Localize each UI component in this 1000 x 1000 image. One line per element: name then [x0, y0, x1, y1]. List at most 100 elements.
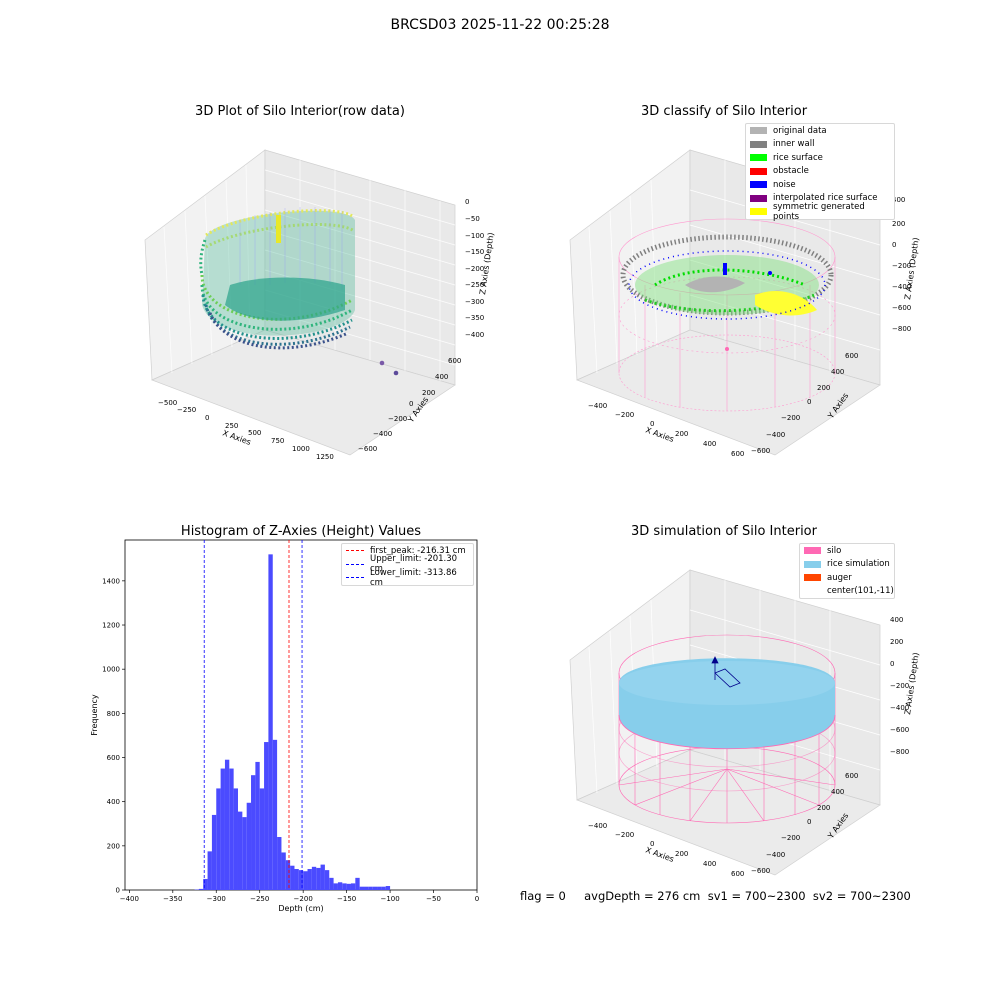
classify-ytick: 0 — [807, 398, 811, 406]
legend-label: Upper_limit: -201.30 cm — [370, 554, 458, 575]
histogram-bar — [342, 883, 347, 890]
legend-swatch — [750, 154, 767, 162]
histogram-bar — [316, 867, 321, 890]
histogram-bar — [368, 886, 373, 890]
legend-item: noise — [746, 178, 894, 192]
classify-legend: original data inner wall rice surface ob… — [745, 123, 895, 222]
simulation-ztick: 400 — [890, 616, 903, 624]
y-tick-label: 1000 — [102, 666, 120, 674]
histogram-frame — [124, 539, 478, 891]
classify-ztick: −400 — [892, 283, 911, 291]
simulation-xlabel: X Axies — [644, 845, 675, 864]
classify-ytick: −600 — [751, 447, 770, 455]
raw-ytick: 0 — [409, 400, 413, 408]
simulation-ytick: −400 — [766, 851, 785, 859]
classify-ztick: 400 — [892, 196, 905, 204]
histogram-ylabel: Frequency — [90, 694, 99, 736]
legend-item: inner wall — [746, 138, 894, 152]
x-tick-label: −250 — [250, 895, 269, 903]
histogram-bar — [307, 869, 312, 890]
simulation-xtick: 400 — [703, 860, 716, 868]
histogram-bar — [324, 870, 330, 890]
histogram-xlabel: Depth (cm) — [278, 904, 323, 913]
legend-swatch — [750, 194, 767, 202]
y-tick-label: 600 — [107, 754, 120, 762]
histogram-bar — [251, 775, 256, 890]
histogram-bar — [255, 761, 260, 890]
raw-xtick: 0 — [205, 414, 209, 422]
histogram-bar — [259, 788, 265, 890]
simulation-ytick: −200 — [781, 834, 800, 842]
histogram-bar — [303, 871, 308, 890]
legend-swatch — [750, 167, 767, 175]
classify-ytick: 400 — [831, 368, 844, 376]
classify-xlabel: X Axies — [644, 425, 675, 444]
histogram-bar — [359, 886, 365, 890]
classify-xtick: 200 — [675, 430, 688, 438]
simulation-xtick: 0 — [650, 840, 654, 848]
classify-ztick: −200 — [892, 262, 911, 270]
classify-xtick: 600 — [731, 450, 744, 458]
legend-item: rice surface — [746, 151, 894, 165]
raw-ytick: −600 — [358, 445, 377, 453]
legend-swatch — [750, 208, 767, 216]
y-tick-label: 400 — [107, 798, 120, 806]
status-footer: flag = 0 avgDepth = 276 cm sv1 = 700~230… — [520, 889, 911, 903]
histogram-chart: −400 −350 −300 −250 −200 −150 −100 −50 0 0 200 400… — [90, 539, 479, 913]
raw-ytick: −200 — [388, 415, 407, 423]
simulation-xtick: 200 — [675, 850, 688, 858]
legend-item: symmetric generated points — [746, 202, 894, 222]
classify-ytick: 200 — [817, 384, 830, 392]
legend-item: interpolated rice surface — [746, 192, 894, 206]
histogram-bar — [329, 877, 334, 890]
histogram-bar — [294, 869, 299, 890]
y-tick-label: 200 — [107, 842, 120, 850]
raw-ytick: 600 — [448, 357, 461, 365]
x-tick-label: −400 — [120, 895, 139, 903]
histogram-bar — [350, 883, 356, 890]
legend-swatch — [750, 181, 767, 189]
raw-ztick: 0 — [465, 198, 469, 206]
simulation-ztick: −200 — [890, 682, 909, 690]
simulation-ytick: 0 — [807, 818, 811, 826]
histogram-bar — [229, 768, 234, 890]
histogram-title: Histogram of Z-Axies (Height) Values — [180, 524, 422, 539]
legend-label: rice simulation — [827, 559, 890, 570]
simulation-ztick: −800 — [890, 748, 909, 756]
classify-point-cloud — [620, 234, 834, 351]
x-tick-label: −200 — [294, 895, 313, 903]
histogram-bar — [268, 554, 273, 890]
legend-label: auger — [827, 572, 852, 583]
histogram-bar — [290, 865, 295, 890]
histogram-bar — [298, 870, 304, 890]
legend-swatch — [804, 588, 821, 595]
auger — [711, 656, 741, 688]
legend-label: first_peak: -216.31 cm — [370, 545, 466, 556]
classify-ytick: −200 — [781, 414, 800, 422]
raw-xtick: 750 — [271, 437, 284, 445]
classify-xtick: 0 — [650, 420, 654, 428]
histogram-bar — [211, 814, 217, 890]
histogram-bar — [333, 883, 338, 890]
raw-xtick: −500 — [158, 399, 177, 407]
simulation-ytick: 600 — [845, 772, 858, 780]
legend-label: interpolated rice surface — [773, 193, 878, 204]
histogram-legend: first_peak: -216.31 cm Upper_limit: -201… — [341, 543, 474, 588]
histogram-bar — [320, 864, 325, 890]
raw-point-cloud — [199, 207, 399, 376]
histogram-bar — [237, 811, 243, 890]
classify-panel-title: 3D classify of Silo Interior — [640, 104, 808, 119]
raw-ztick: −250 — [465, 281, 484, 289]
histogram-bar — [372, 886, 378, 890]
raw-ztick: −400 — [465, 331, 484, 339]
histogram-bar — [198, 888, 204, 890]
histogram-bar — [203, 878, 208, 890]
legend-item: center(101,-11) — [800, 585, 894, 599]
rice-simulation-surface — [618, 658, 836, 750]
legend-line — [346, 563, 364, 565]
legend-swatch — [804, 560, 821, 568]
histogram-bar — [381, 886, 386, 890]
legend-item: Upper_limit: -201.30 cm — [342, 554, 473, 574]
x-tick-label: −300 — [207, 895, 226, 903]
histogram-bar — [346, 883, 351, 890]
